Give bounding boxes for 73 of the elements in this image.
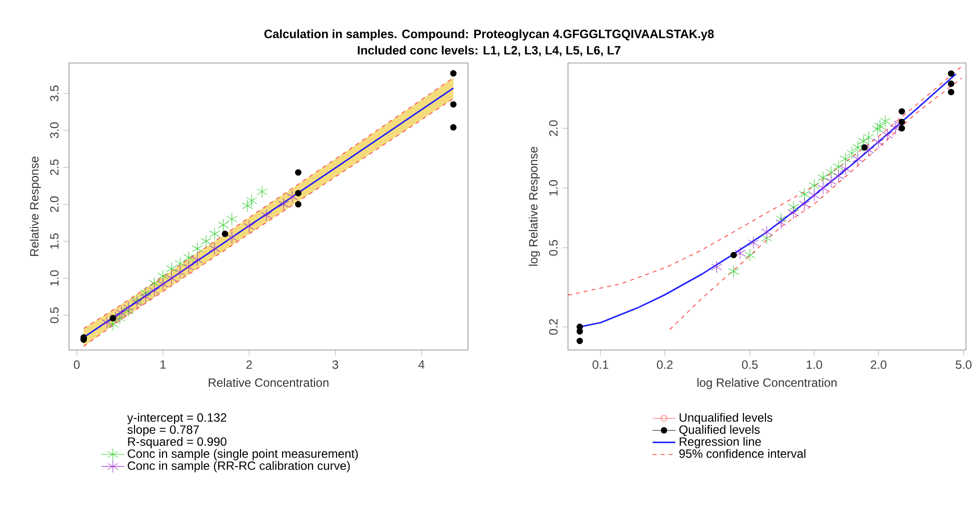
x-tick-label: 4: [418, 360, 424, 369]
point: [166, 262, 178, 275]
point: [183, 260, 194, 274]
point: [295, 201, 302, 208]
x-tick-label: 5.0: [956, 360, 972, 369]
point: [256, 185, 268, 198]
y-tick-label: 3.5: [50, 85, 59, 102]
y-tick-label: 0.5: [50, 307, 59, 324]
y-tick-label: 2.0: [549, 120, 558, 136]
point: [278, 198, 290, 211]
point: [246, 194, 258, 207]
y-tick-label: 2.0: [50, 196, 59, 212]
y-tick-label: 3.0: [50, 122, 59, 138]
point: [116, 306, 128, 320]
x-axis-title: Relative Concentration: [208, 378, 328, 387]
point: [226, 212, 238, 226]
point: [183, 251, 194, 264]
text: slope = 0.787: [128, 425, 199, 436]
x-tick-label: 1.0: [806, 360, 822, 369]
point: [286, 190, 298, 204]
x-tick-label: 2.0: [870, 360, 886, 369]
chart-title: Calculation in samples. Compound: Proteoglycan 4.GFGGLTGQIVAALSTAK.y8: [264, 29, 714, 41]
chart-subtitle: Included conc levels: L1, L2, L3, L4, L5, L6, L7: [358, 46, 620, 56]
y-tick-label: 1.5: [50, 233, 59, 249]
point: [209, 228, 220, 240]
point: [148, 284, 160, 298]
y-tick-label: 1.0: [549, 180, 558, 196]
point: [295, 169, 302, 176]
point: [450, 101, 457, 108]
point: [101, 316, 112, 329]
point: [157, 278, 168, 290]
x-tick-label: 0.1: [592, 360, 608, 369]
legend-label: 95% confidence interval: [679, 449, 806, 458]
legend-label: Regression line: [680, 437, 761, 448]
legend-label: Qualified levels: [679, 425, 760, 436]
point: [242, 199, 253, 212]
point: [260, 209, 272, 222]
point: [450, 70, 457, 77]
point: [114, 312, 126, 324]
y-tick-label: 1.0: [50, 270, 59, 286]
point: [166, 272, 178, 285]
point: [140, 290, 152, 303]
point: [450, 124, 457, 131]
point: [174, 266, 186, 279]
y-tick-label: 0.5: [549, 240, 558, 256]
text: R-squared = 0.990: [128, 437, 226, 448]
point: [110, 314, 116, 322]
x-tick-label: 1: [160, 360, 166, 369]
y-tick-label: 0.2: [549, 319, 558, 335]
x-tick-label: 0: [74, 360, 80, 369]
point: [222, 230, 228, 238]
legend-label: Unqualified levels: [680, 412, 772, 424]
point: [192, 242, 203, 255]
x-axis-title: log Relative Concentration: [697, 378, 837, 390]
y-tick-label: 2.5: [50, 159, 59, 176]
x-tick-label: 0.5: [742, 360, 758, 369]
point: [218, 218, 229, 232]
x-tick-label: 0.2: [656, 360, 673, 369]
point: [110, 311, 122, 324]
point: [295, 190, 302, 196]
y-axis-title: log Relative Response: [528, 147, 540, 266]
text: y-intercept = 0.132: [127, 412, 226, 424]
point: [200, 234, 212, 248]
point: [123, 302, 134, 314]
point: [209, 242, 220, 255]
point: [192, 253, 203, 266]
point: [244, 220, 255, 233]
point: [226, 231, 238, 244]
x-tick-label: 3: [332, 360, 338, 369]
legend-label: Conc in sample (RR-RC calibration curve): [128, 461, 350, 472]
y-axis-title: Relative Response: [30, 156, 41, 256]
x-tick-label: 2: [246, 360, 252, 369]
legend-label: Conc in sample (single point measurement): [128, 449, 358, 460]
